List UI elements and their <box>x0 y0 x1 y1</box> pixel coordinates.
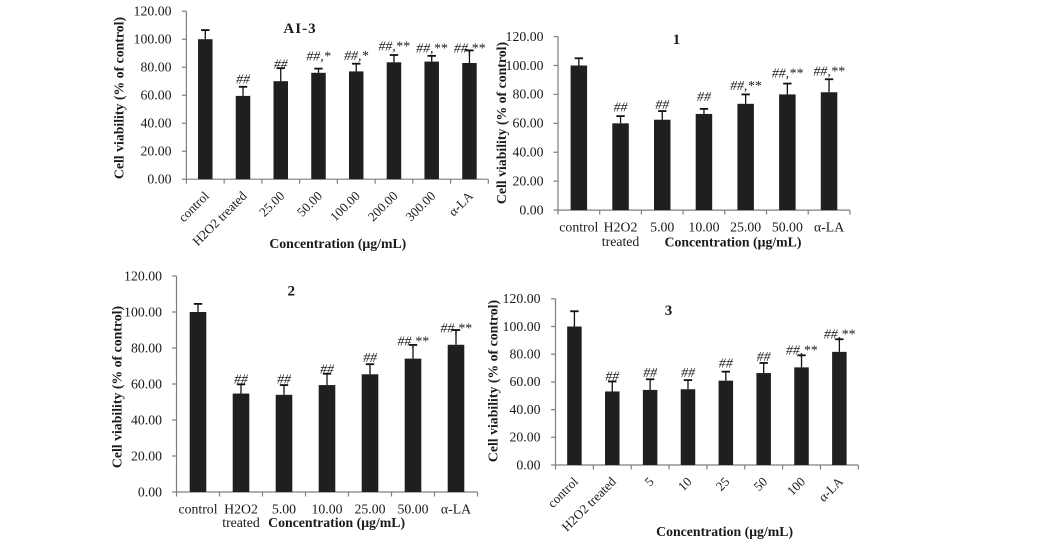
svg-text:##: ## <box>363 350 378 365</box>
svg-text:0.00: 0.00 <box>147 172 171 187</box>
svg-text:0.00: 0.00 <box>516 457 540 472</box>
svg-text:50.00: 50.00 <box>294 188 325 219</box>
svg-text:AI-3: AI-3 <box>283 21 316 37</box>
svg-text:1: 1 <box>673 32 682 48</box>
svg-text:##,*: ##,* <box>344 48 368 63</box>
svg-text:##: ## <box>697 89 712 104</box>
svg-text:##: ## <box>643 365 658 380</box>
svg-text:##,**: ##,** <box>730 78 761 93</box>
svg-text:Concentration (μg/mL): Concentration (μg/mL) <box>656 524 793 540</box>
svg-text:25.00: 25.00 <box>354 501 385 516</box>
svg-text:##: ## <box>719 356 734 371</box>
svg-text:5.00: 5.00 <box>650 220 674 235</box>
svg-text:25.00: 25.00 <box>730 220 761 235</box>
svg-text:##,**: ##,** <box>824 326 855 341</box>
svg-text:##: ## <box>320 362 335 377</box>
svg-text:20.00: 20.00 <box>512 173 543 188</box>
svg-text:3: 3 <box>665 303 674 319</box>
svg-text:##: ## <box>757 349 772 364</box>
svg-text:25: 25 <box>713 474 733 494</box>
svg-text:60.00: 60.00 <box>131 376 162 391</box>
svg-text:5.00: 5.00 <box>272 501 296 516</box>
svg-text:80.00: 80.00 <box>140 60 171 75</box>
svg-text:Cell viability (% of control): Cell viability (% of control) <box>110 306 126 468</box>
svg-text:120.00: 120.00 <box>124 268 162 283</box>
svg-text:Cell viability (% of control): Cell viability (% of control) <box>494 42 510 204</box>
svg-text:treated: treated <box>222 515 260 530</box>
svg-text:20.00: 20.00 <box>131 448 162 463</box>
svg-text:120.00: 120.00 <box>506 29 544 44</box>
svg-text:60.00: 60.00 <box>140 88 171 103</box>
svg-text:##,**: ##,** <box>440 321 471 336</box>
svg-text:0.00: 0.00 <box>519 202 543 217</box>
svg-text:α-LA: α-LA <box>815 473 846 504</box>
svg-text:Cell viability (% of control): Cell viability (% of control) <box>486 300 502 462</box>
svg-text:200.00: 200.00 <box>365 188 401 224</box>
svg-text:25.00: 25.00 <box>256 188 287 219</box>
svg-text:##: ## <box>274 57 289 72</box>
svg-text:H2O2: H2O2 <box>224 501 258 516</box>
svg-text:##,**: ##,** <box>378 39 409 54</box>
svg-text:10.00: 10.00 <box>688 220 719 235</box>
svg-text:H2O2: H2O2 <box>604 220 638 235</box>
svg-text:40.00: 40.00 <box>509 402 540 417</box>
svg-text:80.00: 80.00 <box>509 347 540 362</box>
svg-text:Concentration (μg/mL): Concentration (μg/mL) <box>269 236 406 252</box>
svg-text:treated: treated <box>602 234 640 249</box>
svg-text:50: 50 <box>750 474 770 494</box>
svg-text:Cell viability (% of control): Cell viability (% of control) <box>112 17 128 179</box>
svg-text:100.00: 100.00 <box>506 58 544 73</box>
svg-text:##,**: ##,** <box>454 41 485 56</box>
svg-text:60.00: 60.00 <box>509 374 540 389</box>
svg-text:##,**: ##,** <box>786 342 817 357</box>
svg-text:40.00: 40.00 <box>140 116 171 131</box>
svg-text:50.00: 50.00 <box>772 220 803 235</box>
svg-text:##,**: ##,** <box>416 41 447 56</box>
svg-text:120.00: 120.00 <box>503 291 541 306</box>
svg-text:0.00: 0.00 <box>138 484 162 499</box>
svg-text:α-LA: α-LA <box>445 188 476 219</box>
svg-text:Concentration (μg/mL): Concentration (μg/mL) <box>268 515 405 531</box>
svg-text:10: 10 <box>675 474 695 494</box>
svg-text:##: ## <box>236 72 251 87</box>
svg-text:80.00: 80.00 <box>512 87 543 102</box>
svg-text:##: ## <box>277 371 292 386</box>
svg-text:40.00: 40.00 <box>131 412 162 427</box>
svg-text:20.00: 20.00 <box>509 430 540 445</box>
svg-text:100.00: 100.00 <box>134 32 172 47</box>
svg-text:40.00: 40.00 <box>512 145 543 160</box>
svg-text:##: ## <box>605 369 620 384</box>
svg-text:control: control <box>559 220 598 235</box>
svg-text:##: ## <box>681 365 696 380</box>
svg-text:5: 5 <box>642 474 657 489</box>
svg-text:80.00: 80.00 <box>131 340 162 355</box>
svg-text:100.00: 100.00 <box>503 319 541 334</box>
svg-text:##,**: ##,** <box>397 333 428 348</box>
svg-text:60.00: 60.00 <box>512 116 543 131</box>
svg-text:2: 2 <box>288 284 297 300</box>
svg-text:##: ## <box>234 371 249 386</box>
svg-text:##,*: ##,* <box>306 49 330 64</box>
svg-text:control: control <box>178 501 217 516</box>
svg-text:Concentration (μg/mL): Concentration (μg/mL) <box>665 235 802 251</box>
svg-text:##,**: ##,** <box>772 65 803 80</box>
svg-text:100: 100 <box>784 474 808 498</box>
svg-text:50.00: 50.00 <box>397 501 428 516</box>
svg-text:##: ## <box>614 100 629 115</box>
svg-text:120.00: 120.00 <box>134 4 172 19</box>
svg-text:300.00: 300.00 <box>402 188 438 224</box>
svg-text:α-LA: α-LA <box>441 501 471 516</box>
svg-text:10.00: 10.00 <box>311 501 342 516</box>
svg-text:100.00: 100.00 <box>124 304 162 319</box>
svg-text:##: ## <box>655 97 670 112</box>
svg-text:100.00: 100.00 <box>327 188 363 224</box>
svg-text:20.00: 20.00 <box>140 144 171 159</box>
svg-text:α-LA: α-LA <box>814 220 844 235</box>
svg-text:##,**: ##,** <box>814 63 845 78</box>
